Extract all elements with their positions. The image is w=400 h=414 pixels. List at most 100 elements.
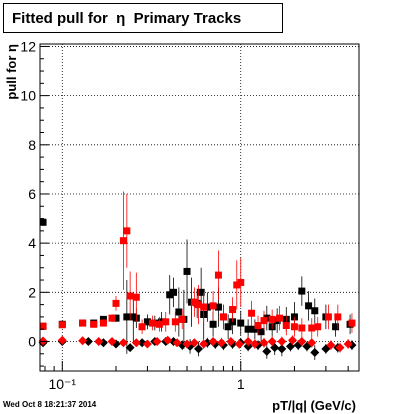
data-point-diamond bbox=[297, 336, 307, 346]
data-point-square bbox=[314, 323, 322, 331]
data-point-square bbox=[148, 319, 156, 327]
data-point-square bbox=[237, 278, 245, 286]
axes: 0 2 4 6 8 10 12 10⁻¹ 1 bbox=[20, 38, 349, 392]
data-point-square bbox=[197, 288, 205, 296]
data-point-square bbox=[254, 322, 262, 330]
y-tick-label: 10 bbox=[20, 88, 36, 104]
data-point-square bbox=[308, 324, 316, 332]
data-point-diamond bbox=[277, 336, 287, 346]
data-point-diamond bbox=[182, 339, 192, 349]
data-point-square bbox=[251, 325, 259, 333]
data-point-square bbox=[209, 302, 217, 310]
data-point-square bbox=[190, 298, 198, 306]
data-point-square bbox=[332, 323, 340, 331]
y-tick-label: 4 bbox=[28, 235, 36, 251]
data-point-square bbox=[282, 322, 290, 330]
data-point-square bbox=[276, 314, 284, 322]
data-point-diamond bbox=[194, 344, 204, 354]
data-point-square bbox=[290, 323, 298, 331]
data-point-square bbox=[90, 320, 98, 328]
data-point-square bbox=[305, 302, 313, 310]
data-point-square bbox=[334, 313, 342, 321]
y-tick-label: 8 bbox=[28, 137, 36, 153]
y-tick-label: 6 bbox=[28, 186, 36, 202]
data-point-diamond bbox=[152, 336, 162, 346]
data-point-diamond bbox=[172, 338, 182, 348]
data-point-square bbox=[58, 321, 66, 329]
data-point-diamond bbox=[326, 340, 336, 350]
data-point-diamond bbox=[83, 336, 93, 346]
data-point-square bbox=[224, 323, 232, 331]
data-point-square bbox=[79, 319, 87, 327]
data-point-diamond bbox=[142, 339, 152, 349]
data-point-square bbox=[123, 313, 131, 321]
data-point-square bbox=[39, 218, 47, 226]
data-point-square bbox=[214, 271, 222, 279]
data-point-diamond bbox=[94, 336, 104, 346]
data-point-square bbox=[268, 315, 276, 323]
data-point-square bbox=[178, 315, 186, 323]
data-point-diamond bbox=[199, 339, 209, 349]
timestamp: Wed Oct 8 18:21:37 2014 bbox=[3, 400, 97, 409]
y-tick-label: 12 bbox=[20, 38, 36, 54]
data-point-diamond bbox=[131, 338, 141, 348]
data-point-square bbox=[257, 328, 265, 336]
data-point-square bbox=[219, 313, 227, 321]
data-point-diamond bbox=[250, 339, 260, 349]
data-point-square bbox=[132, 293, 140, 301]
data-point-square bbox=[248, 309, 256, 317]
data-point-square bbox=[214, 303, 222, 311]
data-point-diamond bbox=[307, 338, 317, 348]
data-point-diamond bbox=[267, 336, 277, 346]
data-point-diamond bbox=[310, 348, 320, 358]
data-point-diamond bbox=[208, 336, 218, 346]
data-point-square bbox=[195, 301, 203, 309]
data-point-diamond bbox=[118, 338, 128, 348]
data-point-diamond bbox=[189, 338, 199, 348]
data-point-diamond bbox=[216, 338, 226, 348]
data-point-square bbox=[162, 318, 170, 326]
grid bbox=[40, 44, 359, 371]
data-point-diamond bbox=[226, 336, 236, 346]
data-point-diamond bbox=[125, 343, 135, 353]
x-axis-title: pT/|q| (GeV/c) bbox=[272, 398, 356, 413]
data-point-square bbox=[166, 291, 174, 299]
data-point-square bbox=[233, 281, 241, 289]
y-axis-title: pull for η bbox=[4, 44, 19, 100]
data-point-square bbox=[119, 237, 127, 245]
data-point-square bbox=[229, 306, 237, 314]
data-point-square bbox=[203, 303, 211, 311]
data-point-square bbox=[260, 317, 268, 325]
data-point-diamond bbox=[57, 335, 67, 345]
data-point-square bbox=[99, 315, 107, 323]
data-point-diamond bbox=[335, 343, 345, 353]
data-point-square bbox=[209, 320, 217, 328]
data-point-square bbox=[298, 287, 306, 295]
data-point-square bbox=[112, 299, 120, 307]
y-tick-label: 0 bbox=[28, 333, 36, 349]
data-point-diamond bbox=[234, 339, 244, 349]
data-point-square bbox=[348, 319, 356, 327]
data-point-square bbox=[183, 267, 191, 275]
data-point-diamond bbox=[107, 336, 117, 346]
chart-title: Fitted pull for η Primary Tracks bbox=[3, 3, 283, 33]
data-point-square bbox=[99, 319, 107, 327]
data-point-square bbox=[170, 288, 178, 296]
data-point-diamond bbox=[78, 336, 88, 346]
data-point-diamond bbox=[262, 346, 272, 356]
data-point-square bbox=[39, 322, 47, 330]
data-point-square bbox=[298, 324, 306, 332]
data-point-square bbox=[108, 314, 116, 322]
x-tick-label: 1 bbox=[237, 376, 245, 392]
data-point-square bbox=[143, 318, 151, 326]
y-tick-label: 2 bbox=[28, 284, 36, 300]
data-point-square bbox=[244, 325, 252, 333]
data-point-diamond bbox=[163, 335, 173, 345]
data-point-diamond bbox=[343, 339, 353, 349]
data-point-square bbox=[112, 314, 120, 322]
data-point-square bbox=[155, 320, 163, 328]
data-point-diamond bbox=[259, 338, 269, 348]
data-layer bbox=[38, 191, 357, 360]
data-point-square bbox=[311, 307, 319, 315]
